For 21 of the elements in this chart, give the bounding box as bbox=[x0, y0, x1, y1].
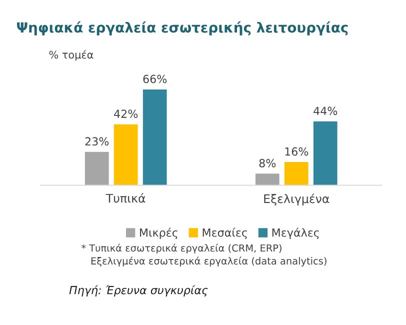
bar bbox=[142, 89, 167, 186]
data-label: 23% bbox=[85, 137, 109, 146]
legend-label: Μεγάλες bbox=[272, 228, 319, 239]
bar bbox=[313, 121, 338, 186]
legend-label: Μεσαίες bbox=[202, 228, 247, 239]
data-label: 16% bbox=[285, 147, 308, 156]
bar bbox=[84, 152, 109, 186]
data-label: 44% bbox=[314, 106, 338, 116]
data-label: 8% bbox=[259, 158, 276, 168]
bar bbox=[255, 174, 280, 186]
data-label: 66% bbox=[143, 74, 167, 84]
bar bbox=[114, 124, 138, 186]
x-tick-label: Εξελιγμένα bbox=[264, 194, 330, 206]
data-label: 42% bbox=[114, 110, 138, 118]
y-axis-title: % τομέα bbox=[49, 50, 94, 61]
chart-title: Ψηφιακά εργαλεία εσωτερικής λειτουργίας bbox=[17, 21, 348, 36]
x-tick-label: Τυπικά bbox=[106, 193, 146, 203]
text: * Τυπικά εσωτερικά εργαλεία (CRM, ERP) Εξελιγμένα εσωτερικά εργαλεία (data analytics) bbox=[81, 244, 326, 266]
text: Πηγή: Έρευνα συγκυρίας bbox=[69, 285, 208, 296]
legend-label: Μικρές bbox=[140, 228, 178, 239]
bar bbox=[284, 162, 308, 186]
